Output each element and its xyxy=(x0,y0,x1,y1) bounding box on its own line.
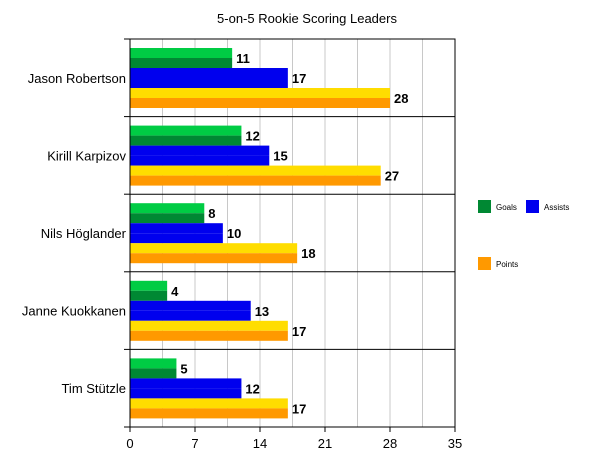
bar-goals-top xyxy=(130,125,242,136)
x-tick-label: 14 xyxy=(253,436,267,451)
data-label: 17 xyxy=(292,324,306,339)
data-label: 10 xyxy=(227,226,241,241)
bar-assists-top xyxy=(130,68,288,78)
category-label: Tim Stützle xyxy=(61,381,126,396)
bar-assists-top xyxy=(130,223,223,234)
chart-title: 5-on-5 Rookie Scoring Leaders xyxy=(217,11,397,26)
bar-assists-bottom xyxy=(130,388,242,399)
data-labels: 11 17 28 12 15 27 8 10 18 4 13 17 5 12 17 xyxy=(171,51,408,416)
bar-assists-top xyxy=(130,145,270,156)
bar-points-top xyxy=(130,165,381,176)
data-label: 13 xyxy=(255,304,269,319)
x-tick-label: 7 xyxy=(191,436,198,451)
data-label: 12 xyxy=(245,381,259,396)
bar-goals-top xyxy=(130,203,205,214)
category-label: Janne Kuokkanen xyxy=(22,304,126,319)
x-tick-label: 21 xyxy=(318,436,332,451)
x-tick-label: 28 xyxy=(383,436,397,451)
category-label: Nils Höglander xyxy=(41,226,127,241)
bar-points-bottom xyxy=(130,330,288,341)
bar-points-top xyxy=(130,88,390,98)
x-tick-label: 35 xyxy=(448,436,462,451)
category-labels: Jason Robertson Kirill Karpizov Nils Högla… xyxy=(22,71,127,396)
bar-goals-bottom xyxy=(130,290,168,301)
bar-goals-bottom xyxy=(130,213,205,224)
legend-swatch-assists xyxy=(526,200,539,213)
data-label: 8 xyxy=(208,206,215,221)
data-label: 5 xyxy=(180,361,187,376)
legend-swatch-points xyxy=(478,257,491,270)
bar-assists-bottom xyxy=(130,78,288,88)
bar-points-bottom xyxy=(130,175,381,186)
data-label: 12 xyxy=(245,129,259,144)
bar-goals-bottom xyxy=(130,58,233,68)
x-tick-label: 0 xyxy=(126,436,133,451)
legend-label-assists: Assists xyxy=(544,203,569,212)
bar-goals-bottom xyxy=(130,368,177,379)
bar-points-bottom xyxy=(130,408,288,419)
data-label: 18 xyxy=(301,246,315,261)
bar-points-top xyxy=(130,398,288,409)
bar-goals-top xyxy=(130,358,177,369)
legend-label-goals: Goals xyxy=(496,203,517,212)
bar-points-bottom xyxy=(130,98,390,108)
bar-assists-bottom xyxy=(130,233,223,244)
data-label: 28 xyxy=(394,91,408,106)
bars xyxy=(130,48,390,419)
bar-assists-bottom xyxy=(130,310,251,321)
bar-goals-top xyxy=(130,48,233,58)
legend: Goals Assists Points xyxy=(478,200,569,270)
data-label: 4 xyxy=(171,284,179,299)
bar-goals-top xyxy=(130,280,168,291)
category-label: Jason Robertson xyxy=(28,71,126,86)
data-label: 17 xyxy=(292,71,306,86)
data-label: 17 xyxy=(292,401,306,416)
legend-swatch-goals xyxy=(478,200,491,213)
bar-assists-bottom xyxy=(130,155,270,166)
bar-points-bottom xyxy=(130,253,298,264)
plot-frame xyxy=(129,38,456,428)
category-label: Kirill Karpizov xyxy=(47,148,126,163)
legend-label-points: Points xyxy=(496,260,518,269)
data-label: 27 xyxy=(385,169,399,184)
bar-goals-bottom xyxy=(130,135,242,146)
data-label: 15 xyxy=(273,149,287,164)
data-label: 11 xyxy=(236,51,250,66)
bar-points-top xyxy=(130,320,288,331)
bar-assists-top xyxy=(130,378,242,389)
bar-assists-top xyxy=(130,300,251,311)
x-axis-ticks: 0 7 14 21 28 35 xyxy=(126,427,462,451)
category-separators xyxy=(124,38,455,428)
bar-points-top xyxy=(130,243,298,254)
